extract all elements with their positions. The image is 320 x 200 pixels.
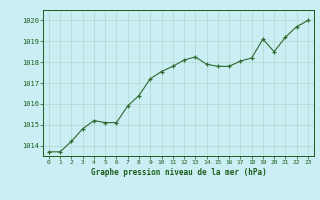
X-axis label: Graphe pression niveau de la mer (hPa): Graphe pression niveau de la mer (hPa) [91,168,266,177]
